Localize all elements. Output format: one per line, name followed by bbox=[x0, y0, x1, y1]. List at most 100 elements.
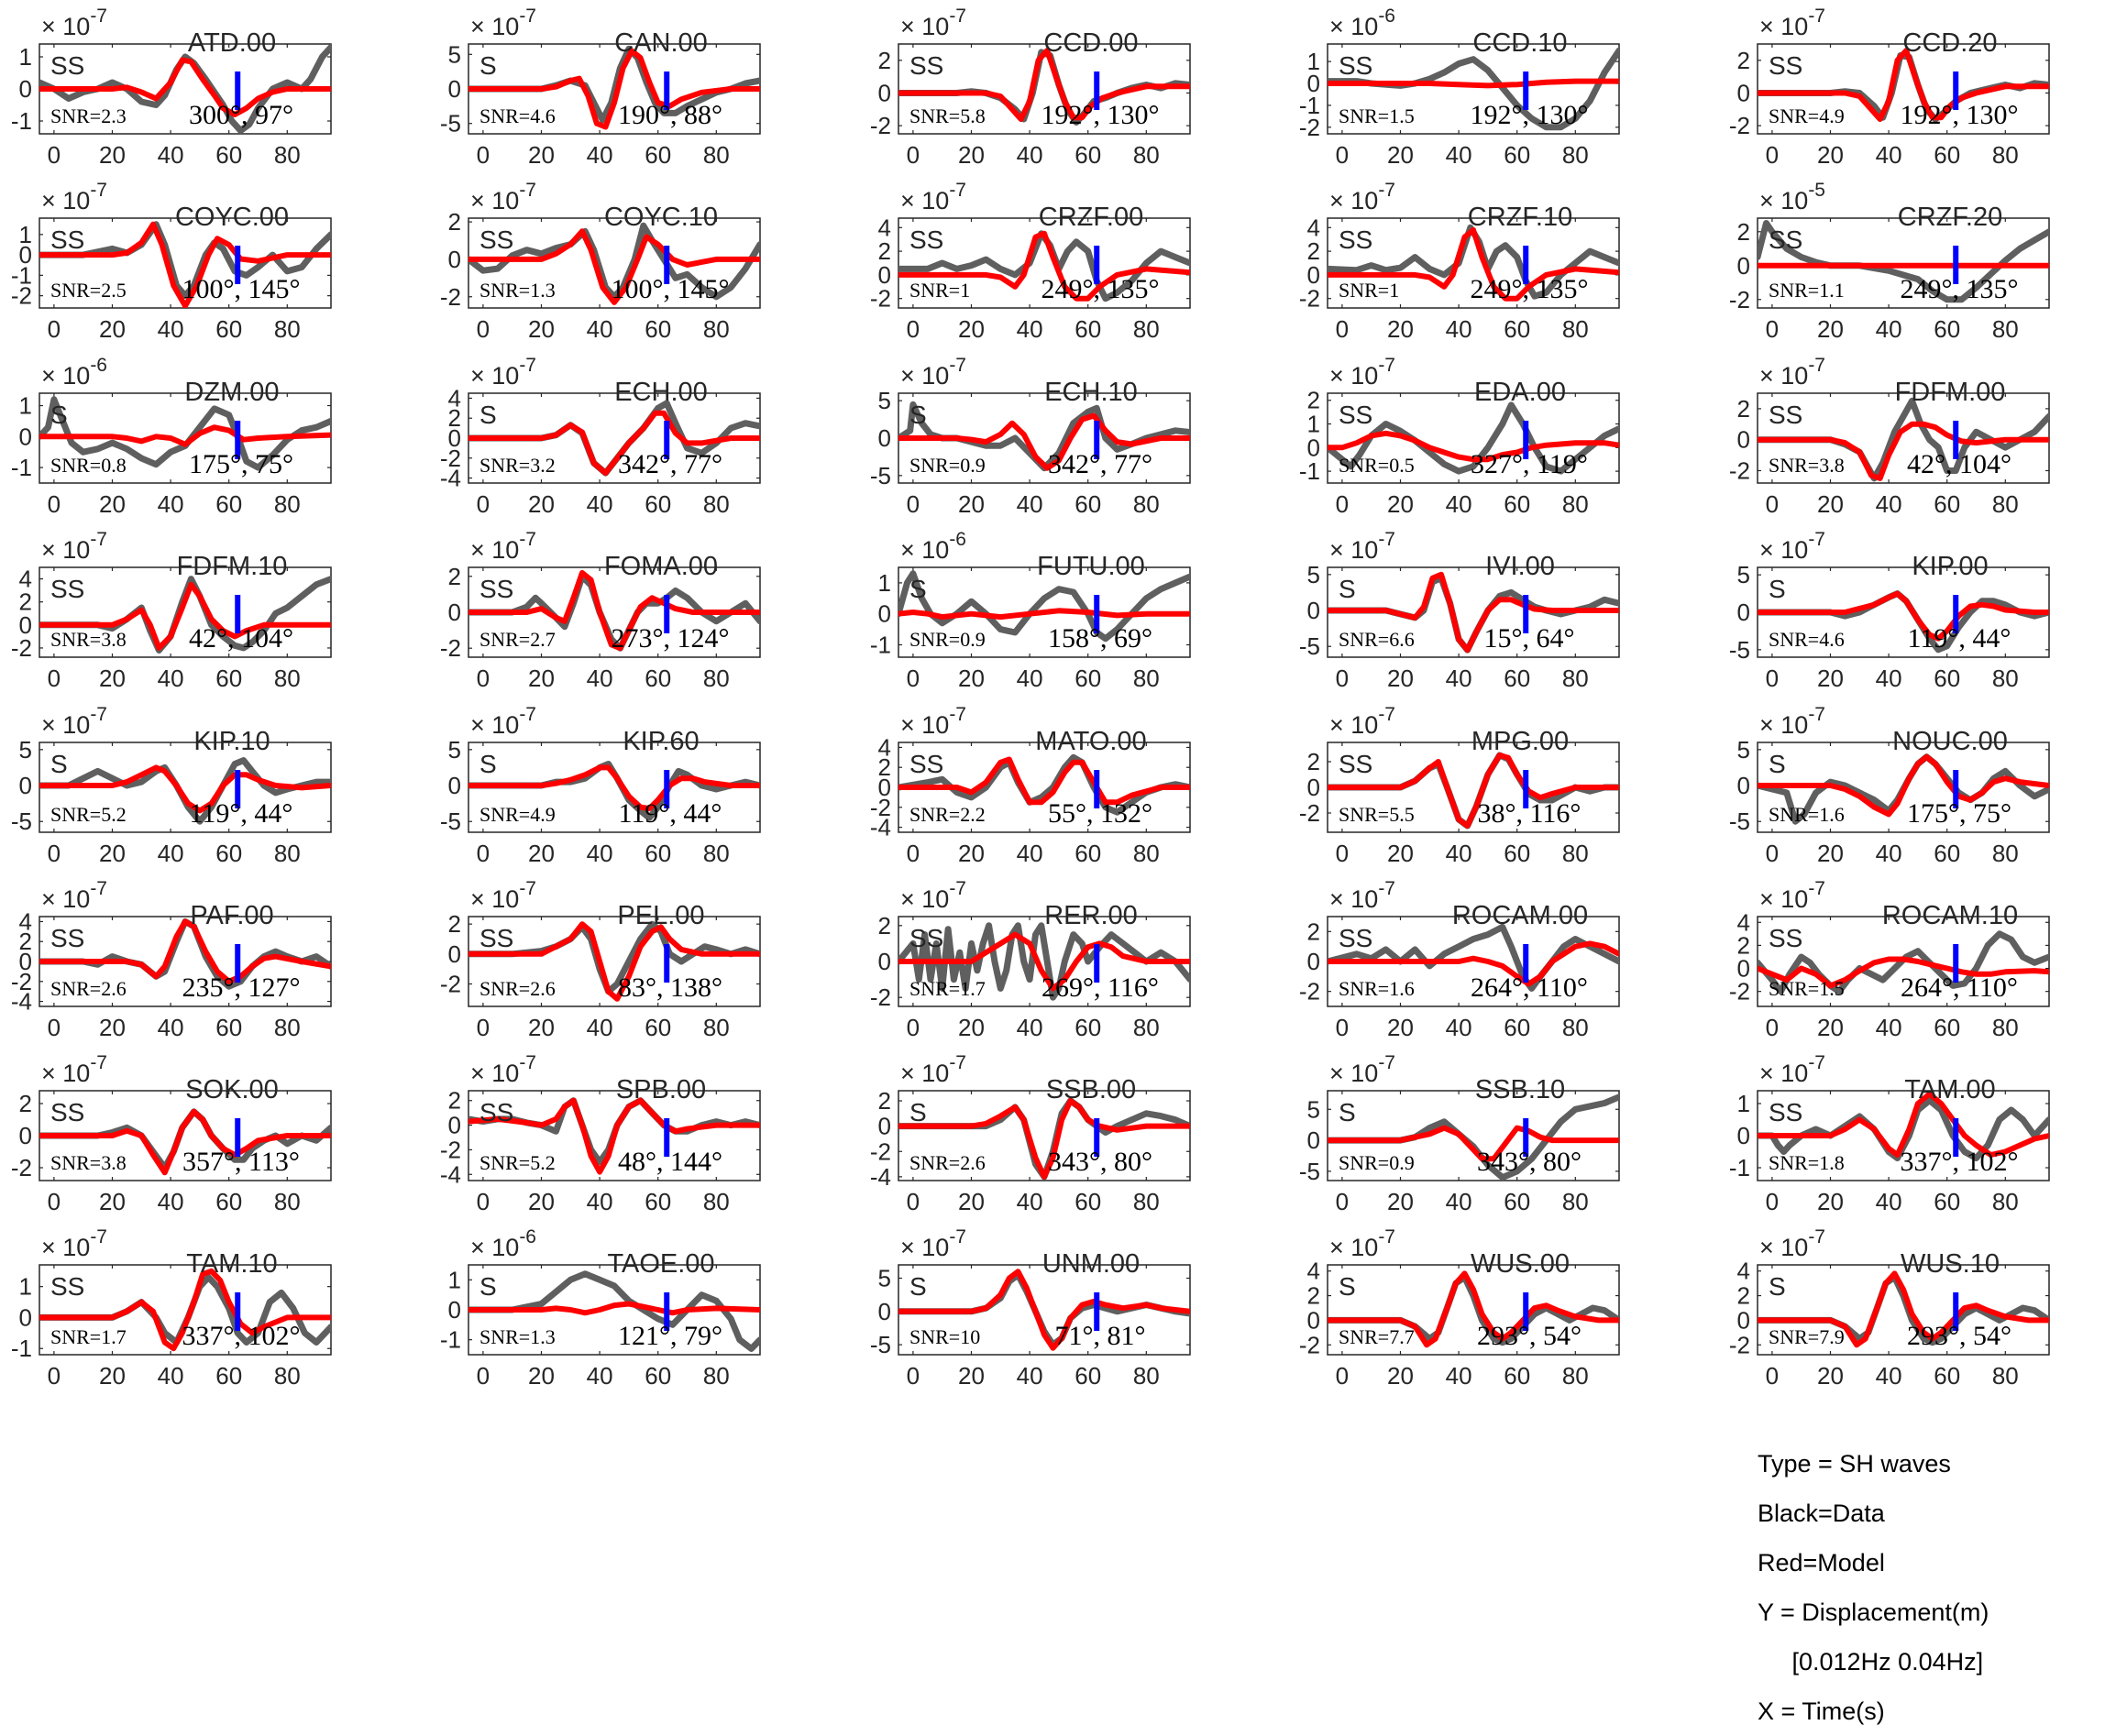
model-trace bbox=[1758, 48, 2049, 122]
x-tick-label: 80 bbox=[274, 840, 301, 867]
x-tick-label: 80 bbox=[1992, 840, 2019, 867]
x-tick-label: 80 bbox=[1133, 490, 1160, 518]
azimuth-label: 100°, 145° bbox=[612, 274, 730, 304]
snr-label: SNR=0.5 bbox=[1339, 454, 1415, 477]
x-tick-label: 60 bbox=[1934, 1188, 1960, 1215]
y-exponent-power: -7 bbox=[949, 878, 966, 899]
panel-traces bbox=[898, 753, 1190, 816]
x-tick-label: 60 bbox=[1504, 665, 1530, 692]
panel-traces bbox=[468, 920, 760, 1002]
y-tick-label: 2 bbox=[878, 753, 891, 781]
x-tick-label: 0 bbox=[907, 840, 920, 867]
x-tick-label: 80 bbox=[1562, 1188, 1589, 1215]
x-tick-label: 60 bbox=[215, 315, 242, 343]
y-tick-label: -2 bbox=[1729, 978, 1750, 1005]
y-tick-label: 2 bbox=[1307, 387, 1320, 414]
y-tick-label: 4 bbox=[19, 566, 32, 593]
x-tick-label: 80 bbox=[1992, 315, 2019, 343]
phase-label: SS bbox=[50, 575, 84, 603]
panel-rer-00: 0 20 40 60 80 -2 0 2 × 10-7 SS RER.00 SNR=1.7 269°, … bbox=[870, 878, 1191, 1041]
panel-ivi-00: 0 20 40 60 80 -5 0 5 × 10-7 S IVI.00 SNR=6.6 15°, 64… bbox=[1299, 529, 1620, 692]
y-tick-label: -2 bbox=[1299, 1331, 1320, 1358]
y-tick-label: 0 bbox=[1307, 597, 1320, 624]
y-tick-label: -2 bbox=[1299, 978, 1320, 1005]
panel-ccd-20: 0 20 40 60 80 -2 0 2 × 10-7 SS CCD.20 SNR=4.9 192°, … bbox=[1729, 5, 2050, 169]
station-label: FDFM.00 bbox=[1895, 378, 2006, 407]
y-tick-label: 1 bbox=[1307, 48, 1320, 75]
model-trace bbox=[468, 228, 760, 305]
x-tick-label: 0 bbox=[1336, 490, 1349, 518]
data-trace bbox=[1328, 923, 1619, 992]
x-tick-label: 40 bbox=[1017, 840, 1043, 867]
station-label: CRZF.10 bbox=[1468, 203, 1572, 232]
snr-label: SNR=0.9 bbox=[909, 628, 986, 651]
phase-label: S bbox=[479, 51, 497, 80]
y-tick-label: 1 bbox=[19, 221, 32, 248]
phase-label: S bbox=[479, 1272, 497, 1301]
x-tick-label: 20 bbox=[1817, 1014, 1844, 1041]
phase-label: SS bbox=[1339, 51, 1372, 80]
snr-label: SNR=7.7 bbox=[1339, 1325, 1415, 1348]
y-tick-label: 1 bbox=[448, 1266, 461, 1293]
phase-label: S bbox=[909, 401, 927, 429]
snr-label: SNR=1.8 bbox=[1769, 1151, 1845, 1174]
snr-label: SNR=0.9 bbox=[909, 454, 986, 477]
panel-traces bbox=[39, 221, 331, 308]
data-trace bbox=[1758, 590, 2049, 654]
phase-label: SS bbox=[1339, 225, 1372, 254]
station-label: FDFM.10 bbox=[177, 552, 288, 581]
x-tick-label: 0 bbox=[48, 490, 61, 518]
x-tick-label: 60 bbox=[1075, 490, 1101, 518]
panel-foma-00: 0 20 40 60 80 -2 0 2 × 10-7 SS FOMA.00 SNR=2.7 273°,… bbox=[440, 529, 761, 692]
y-tick-label: 0 bbox=[448, 246, 461, 273]
x-tick-label: 20 bbox=[958, 840, 985, 867]
y-exponent-power: -7 bbox=[1378, 529, 1395, 550]
data-trace bbox=[898, 922, 1190, 1001]
azimuth-label: 249°, 135° bbox=[1471, 274, 1589, 304]
x-tick-label: 60 bbox=[1504, 1362, 1530, 1390]
x-tick-label: 60 bbox=[1934, 141, 1960, 169]
y-exponent: × 10-7 bbox=[900, 1226, 966, 1261]
y-tick-label: 4 bbox=[1307, 1258, 1320, 1285]
x-tick-label: 40 bbox=[158, 490, 184, 518]
data-trace bbox=[1328, 401, 1619, 475]
station-label: MPG.00 bbox=[1471, 727, 1569, 756]
x-tick-label: 40 bbox=[158, 1014, 184, 1041]
y-exponent-power: -7 bbox=[949, 5, 966, 27]
x-tick-label: 20 bbox=[958, 1014, 985, 1041]
x-tick-label: 40 bbox=[587, 1014, 613, 1041]
x-tick-label: 40 bbox=[1446, 1188, 1472, 1215]
x-tick-label: 60 bbox=[1934, 665, 1960, 692]
y-tick-label: 0 bbox=[1307, 948, 1320, 975]
y-exponent: × 10-7 bbox=[1759, 1052, 1825, 1087]
snr-label: SNR=1 bbox=[909, 279, 970, 302]
y-exponent-power: -7 bbox=[1808, 1226, 1825, 1247]
panel-traces bbox=[1758, 590, 2049, 654]
station-label: MATO.00 bbox=[1035, 727, 1146, 756]
snr-label: SNR=7.9 bbox=[1769, 1325, 1845, 1348]
y-tick-label: 0 bbox=[878, 79, 891, 106]
x-tick-label: 20 bbox=[528, 141, 555, 169]
y-tick-label: -2 bbox=[1729, 456, 1750, 484]
station-label: PAF.00 bbox=[190, 901, 273, 930]
y-exponent: × 10-7 bbox=[1329, 1052, 1395, 1087]
snr-label: SNR=2.5 bbox=[50, 279, 127, 302]
snr-label: SNR=1.7 bbox=[909, 977, 986, 1000]
y-tick-label: 1 bbox=[19, 43, 32, 71]
y-tick-label: -5 bbox=[11, 808, 32, 835]
station-label: ROCAM.10 bbox=[1882, 901, 2018, 930]
legend-y-axis: Y = Displacement(m) bbox=[1758, 1599, 1989, 1626]
y-tick-label: 0 bbox=[1737, 772, 1750, 799]
x-tick-label: 20 bbox=[528, 315, 555, 343]
phase-label: S bbox=[1769, 750, 1786, 778]
x-tick-label: 60 bbox=[215, 840, 242, 867]
snr-label: SNR=4.9 bbox=[479, 803, 556, 826]
phase-label: SS bbox=[50, 51, 84, 80]
y-exponent: × 10-6 bbox=[1329, 5, 1395, 40]
phase-label: S bbox=[1769, 1272, 1786, 1301]
azimuth-label: 342°, 77° bbox=[618, 449, 722, 479]
x-tick-label: 0 bbox=[477, 141, 490, 169]
snr-label: SNR=3.2 bbox=[479, 454, 556, 477]
